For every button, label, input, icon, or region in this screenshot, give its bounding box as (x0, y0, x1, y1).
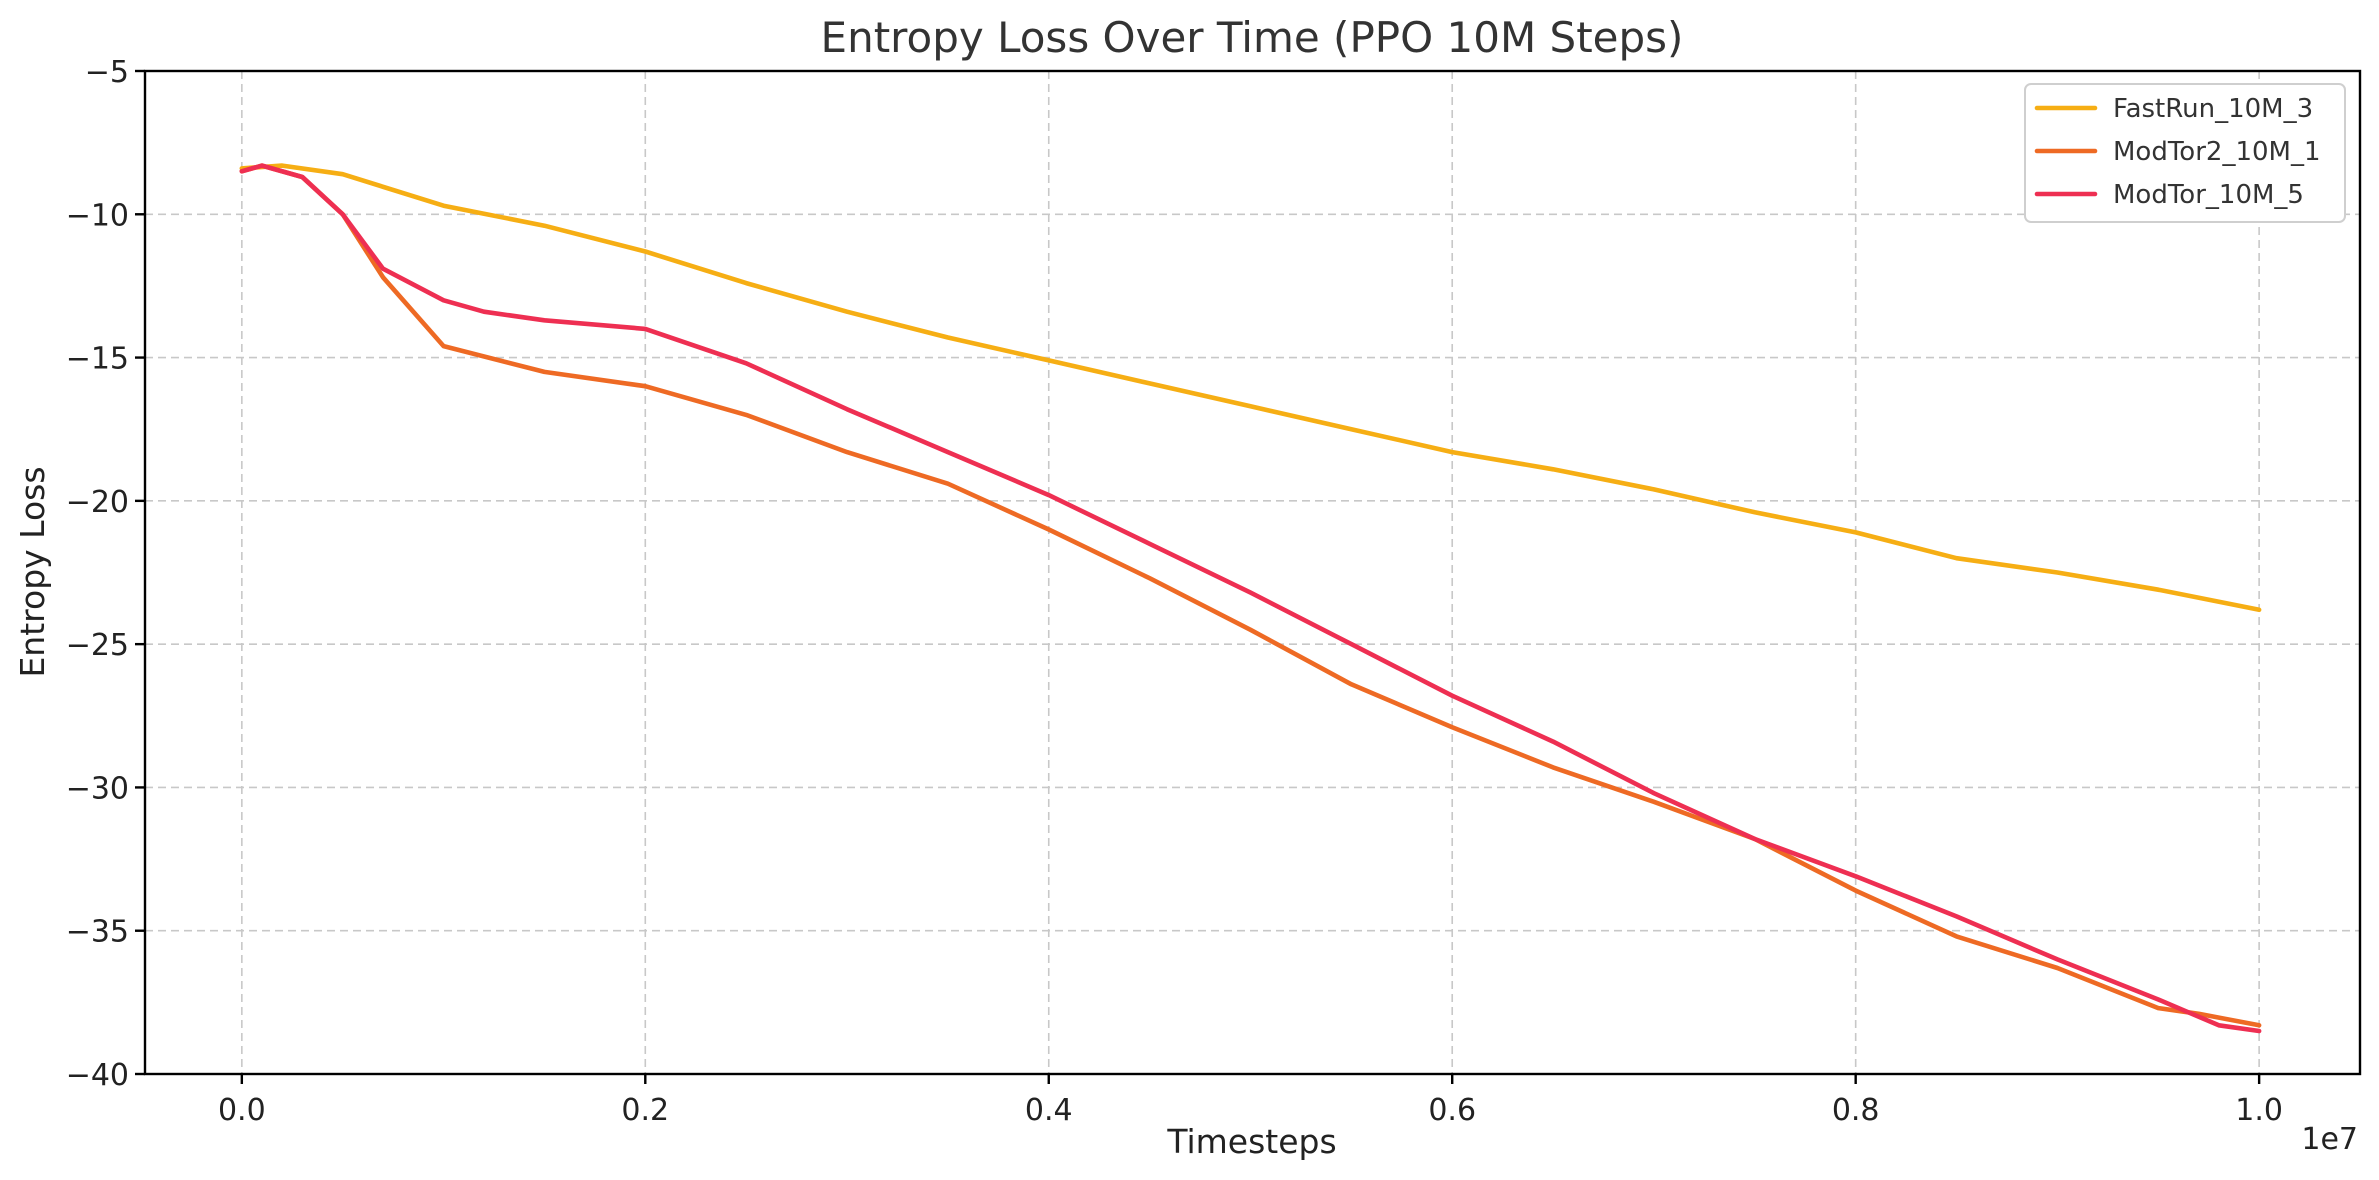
x-tick-label: 0.2 (621, 1093, 669, 1128)
x-tick-label: 0.6 (1428, 1093, 1476, 1128)
series-line-modtor2-10m-1 (239, 163, 2262, 1028)
series-line-fastrun-10m-3 (239, 163, 2262, 613)
y-tick-label: −25 (66, 628, 129, 663)
series-layer (239, 163, 2262, 1034)
y-axis-label: Entropy Loss (13, 466, 52, 677)
y-tick-label: −5 (85, 55, 129, 90)
legend: FastRun_10M_3 ModTor2_10M_1 ModTor_10M_5 (2024, 83, 2346, 223)
y-tick-label: −35 (66, 915, 129, 950)
x-tick-label: 0.8 (1832, 1093, 1880, 1128)
legend-entry-label: ModTor2_10M_1 (2113, 137, 2321, 167)
chart-title: Entropy Loss Over Time (PPO 10M Steps) (821, 13, 1684, 62)
legend-entry-label: ModTor_10M_5 (2113, 180, 2304, 210)
tick-layer: 0.0 0.2 0.4 0.6 0.8 1.0 −5 −10 −15 −20 −25 −30 −35 −4… (66, 55, 2283, 1128)
y-tick-label: −30 (66, 771, 129, 806)
y-tick-label: −40 (66, 1058, 129, 1093)
y-tick-label: −15 (66, 342, 129, 377)
plot-frame (143, 69, 2362, 1076)
x-tick-label: 0.0 (218, 1093, 266, 1128)
legend-entry-label: FastRun_10M_3 (2113, 94, 2313, 124)
legend-box (2024, 83, 2346, 223)
series-line-modtor-10m-5 (239, 163, 2262, 1034)
x-tick-label: 0.4 (1025, 1093, 1073, 1128)
x-axis-label: Timesteps (1166, 1122, 1336, 1161)
y-tick-label: −10 (66, 198, 129, 233)
x-axis-offset-label: 1e7 (2301, 1122, 2358, 1157)
y-tick-label: −20 (66, 485, 129, 520)
x-tick-label: 1.0 (2235, 1093, 2283, 1128)
